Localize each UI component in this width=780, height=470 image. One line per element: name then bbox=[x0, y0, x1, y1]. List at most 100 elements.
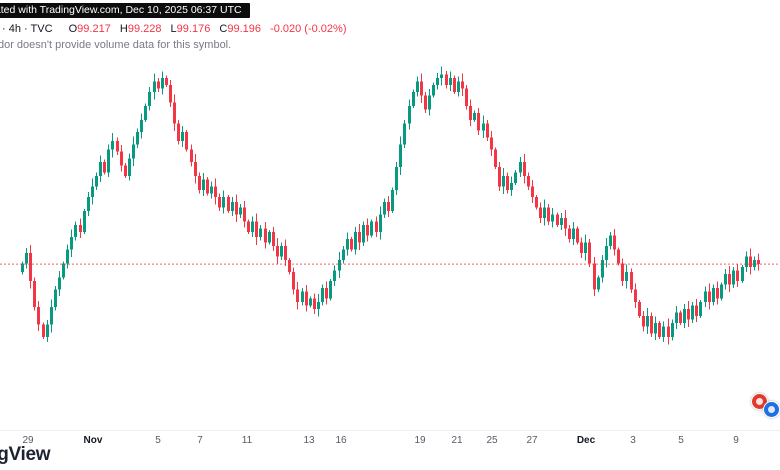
candle-body bbox=[177, 123, 180, 141]
candle-body bbox=[111, 140, 114, 150]
candle-body bbox=[699, 301, 702, 316]
candle-body bbox=[617, 249, 620, 264]
candle-body bbox=[21, 263, 24, 273]
candle-body bbox=[543, 207, 546, 218]
time-axis-label: 11 bbox=[241, 435, 253, 446]
candle-body bbox=[305, 291, 308, 306]
candle-body bbox=[535, 196, 538, 208]
candle-body bbox=[572, 228, 575, 239]
candle-body bbox=[235, 202, 238, 215]
candle-body bbox=[597, 277, 600, 290]
candle-body bbox=[292, 272, 295, 290]
candle-body bbox=[243, 207, 246, 222]
candle-body bbox=[370, 221, 373, 236]
candle-body bbox=[70, 237, 73, 250]
candle-body bbox=[445, 74, 448, 85]
candle-body bbox=[29, 252, 32, 281]
candle-body bbox=[338, 259, 341, 271]
candle-body bbox=[185, 132, 188, 150]
candle-body bbox=[424, 95, 427, 110]
candle-body bbox=[173, 102, 176, 124]
symbol-legend[interactable]: · 4h · TVC O99.217 H99.228 L99.176 C99.1… bbox=[2, 23, 347, 35]
time-axis-label: 13 bbox=[303, 435, 315, 446]
candle-body bbox=[560, 217, 563, 225]
candle-body bbox=[255, 221, 258, 238]
candle-body bbox=[181, 132, 184, 141]
candle-body bbox=[593, 263, 596, 290]
candle-body bbox=[498, 167, 501, 187]
candle-body bbox=[107, 149, 110, 173]
candle-body bbox=[403, 123, 406, 145]
candle-body bbox=[399, 144, 402, 168]
candle-body bbox=[333, 270, 336, 281]
candle-body bbox=[140, 119, 143, 133]
candle-body bbox=[436, 77, 439, 85]
candle-body bbox=[687, 308, 690, 320]
candle-body bbox=[148, 91, 151, 106]
candle-body bbox=[42, 324, 45, 337]
candle-body bbox=[325, 287, 328, 299]
candle-body bbox=[625, 272, 628, 281]
candle-body bbox=[222, 196, 225, 208]
candle-body bbox=[66, 249, 69, 264]
candle-body bbox=[547, 207, 550, 222]
candle-body bbox=[321, 287, 324, 302]
candle-body bbox=[227, 196, 230, 211]
candle-body bbox=[469, 105, 472, 120]
volume-unavailable-note: Vendor doesn't provide volume data for t… bbox=[0, 39, 232, 51]
candle-body bbox=[580, 242, 583, 253]
time-axis-label: 25 bbox=[486, 435, 498, 446]
candle-body bbox=[346, 238, 349, 250]
time-axis-month-label: Dec bbox=[576, 435, 596, 446]
candle-body bbox=[440, 74, 443, 78]
candle-body bbox=[383, 202, 386, 215]
candle-body bbox=[387, 202, 390, 211]
sticker-blue-icon[interactable] bbox=[763, 401, 780, 418]
candle-body bbox=[683, 308, 686, 323]
candle-body bbox=[37, 307, 40, 325]
snapshot-attribution-text: Created with TradingView.com, Dec 10, 20… bbox=[0, 4, 242, 16]
time-axis-label: 19 bbox=[414, 435, 426, 446]
candle-body bbox=[288, 259, 291, 273]
candle-body bbox=[144, 105, 147, 120]
candle-body bbox=[350, 238, 353, 250]
candle-body bbox=[259, 228, 262, 238]
candle-body bbox=[494, 149, 497, 168]
candle-body bbox=[720, 284, 723, 299]
candle-body bbox=[99, 161, 102, 176]
candle-body bbox=[506, 175, 509, 190]
candle-body bbox=[198, 175, 201, 190]
candle-body bbox=[671, 322, 674, 337]
candle-body bbox=[157, 81, 160, 89]
candle-body bbox=[667, 326, 670, 337]
tradingview-logo[interactable]: TradingView bbox=[0, 444, 51, 465]
candle-body bbox=[268, 231, 271, 243]
candle-body bbox=[453, 77, 456, 92]
candle-body bbox=[736, 270, 739, 281]
candle-body bbox=[757, 259, 760, 265]
symbol-title[interactable]: · 4h · TVC bbox=[2, 23, 53, 35]
candle-body bbox=[704, 291, 707, 302]
candle-body bbox=[95, 175, 98, 187]
candle-body bbox=[190, 149, 193, 162]
candle-body bbox=[50, 307, 53, 325]
candle-body bbox=[630, 272, 633, 290]
candle-body bbox=[218, 196, 221, 208]
candle-body bbox=[366, 224, 369, 236]
candle-body bbox=[556, 214, 559, 225]
candle-body bbox=[214, 186, 217, 197]
candle-body bbox=[510, 182, 513, 190]
time-axis[interactable]: 29 Nov 5 7 11 13 16 19 21 25 27 Dec 3 5 9 bbox=[0, 435, 780, 449]
candle-body bbox=[210, 186, 213, 194]
candle-body bbox=[749, 256, 752, 267]
candle-body bbox=[301, 291, 304, 302]
candle-body bbox=[54, 289, 57, 308]
candle-body bbox=[165, 77, 168, 85]
time-axis-label: 7 bbox=[197, 435, 203, 446]
candle-body bbox=[486, 123, 489, 138]
candle-body bbox=[103, 161, 106, 173]
candle-body bbox=[695, 305, 698, 316]
